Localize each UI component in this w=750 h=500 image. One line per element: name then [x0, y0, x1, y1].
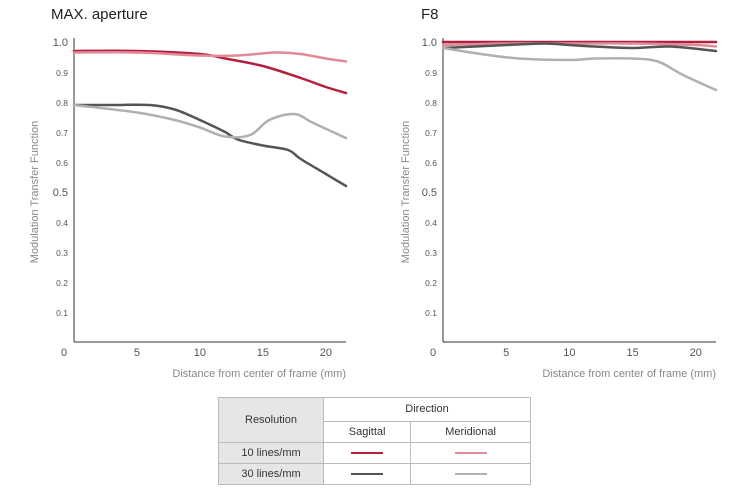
- x-tick-label: 15: [626, 347, 638, 359]
- y-tick-label: 0.5: [53, 187, 68, 199]
- legend-meridional-header: Meridional: [410, 420, 531, 444]
- chart-title-f8: F8: [421, 6, 439, 23]
- y-tick-label: 0.3: [56, 248, 68, 258]
- series-line: [441, 42, 718, 48]
- series-line: [72, 103, 348, 140]
- legend-cell: [322, 442, 412, 464]
- legend-row-label: 30 lines/mm: [218, 463, 324, 485]
- legend-swatch-10-meridional: [454, 452, 487, 455]
- legend-direction-header: Direction: [323, 397, 531, 422]
- y-tick-label: 0.6: [425, 158, 437, 168]
- legend-row-label: 10 lines/mm: [218, 442, 324, 464]
- legend-swatch-30-sagittal: [351, 473, 384, 476]
- x-tick-label: 0: [61, 347, 67, 359]
- legend-cell: [410, 442, 531, 464]
- legend-swatch-30-meridional: [454, 473, 487, 476]
- legend-cell: [410, 463, 531, 485]
- legend-table: Resolution Direction Sagittal Meridional…: [218, 397, 531, 485]
- legend-cell: [322, 463, 412, 485]
- x-tick-label: 0: [430, 347, 436, 359]
- y-tick-label: 0.7: [56, 128, 68, 138]
- y-tick-label: 0.6: [56, 158, 68, 168]
- y-tick-label: 0.7: [425, 128, 437, 138]
- x-tick-label: 20: [320, 347, 332, 359]
- series-line: [441, 42, 718, 53]
- series-line: [441, 46, 718, 92]
- legend-sagittal-header: Sagittal: [322, 420, 412, 444]
- y-tick-label: 0.3: [425, 248, 437, 258]
- legend-row-10: 10 lines/mm: [218, 442, 531, 464]
- y-tick-label: 0.4: [425, 218, 437, 228]
- x-tick-label: 10: [194, 347, 206, 359]
- mtf-chart-f8: 0.1 0.2 0.3 0.4 0.5 0.6 0.7 0.8 0.9 1.0 0 5 10 15 20 Mo…: [400, 37, 718, 380]
- x-tick-label: 20: [690, 347, 702, 359]
- x-tick-label: 5: [134, 347, 140, 359]
- y-tick-label: 0.8: [425, 98, 437, 108]
- x-tick-label: 10: [563, 347, 575, 359]
- legend-swatch-10-sagittal: [351, 452, 384, 455]
- series-line: [72, 51, 348, 63]
- y-tick-label: 1.0: [422, 37, 437, 49]
- y-tick-label: 0.1: [56, 308, 68, 318]
- y-tick-label: 0.5: [422, 187, 437, 199]
- y-tick-label: 0.4: [56, 218, 68, 228]
- y-axis-label: Modulation Transfer Function: [29, 121, 41, 263]
- y-axis-label: Modulation Transfer Function: [400, 121, 412, 263]
- y-tick-label: 0.1: [425, 308, 437, 318]
- y-tick-label: 0.2: [425, 278, 437, 288]
- mtf-chart-max-aperture: 0.1 0.2 0.3 0.4 0.5 0.6 0.7 0.8 0.9 1.0 0 5 10 15 20 Mo…: [29, 37, 348, 380]
- legend-resolution-header: Resolution: [218, 397, 324, 443]
- y-tick-label: 1.0: [53, 37, 68, 49]
- x-tick-label: 5: [503, 347, 509, 359]
- x-axis-label: Distance from center of frame (mm): [542, 368, 716, 380]
- y-tick-label: 0.9: [56, 68, 68, 78]
- x-tick-label: 15: [257, 347, 269, 359]
- y-tick-label: 0.8: [56, 98, 68, 108]
- series-line: [72, 49, 348, 95]
- y-tick-label: 0.2: [56, 278, 68, 288]
- chart-title-max-aperture: MAX. aperture: [51, 6, 148, 23]
- y-tick-label: 0.9: [425, 68, 437, 78]
- legend-row-30: 30 lines/mm: [218, 463, 531, 485]
- x-axis-label: Distance from center of frame (mm): [172, 368, 346, 380]
